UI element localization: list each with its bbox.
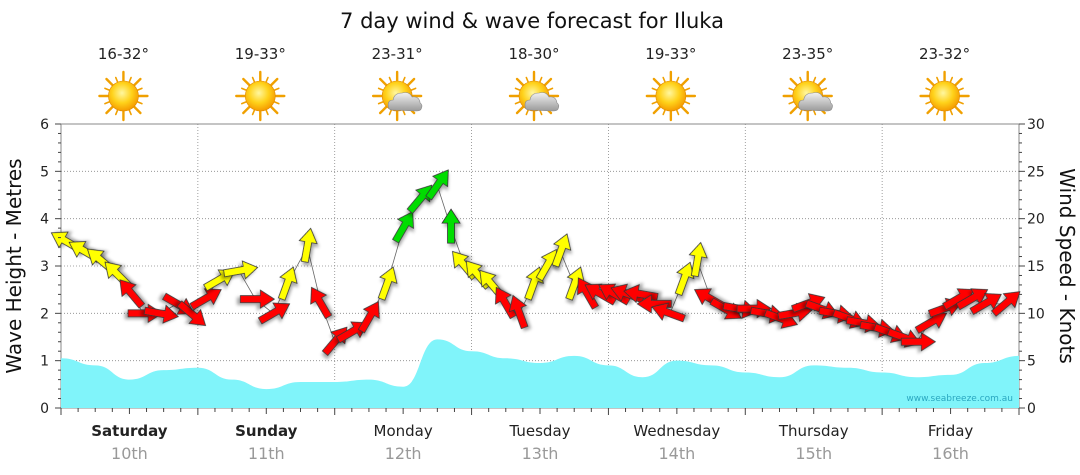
- wind-arrow: [119, 279, 146, 309]
- sun-icon: [98, 70, 149, 122]
- temperature-range: 19-33°: [645, 45, 696, 63]
- wind-arrow: [377, 266, 398, 301]
- wind-arrow: [189, 288, 222, 311]
- day-date-label: 15th: [795, 444, 832, 463]
- y-right-tick-label: 30: [1027, 117, 1045, 133]
- day-date-label: 10th: [111, 444, 148, 463]
- sun-cloud-icon: [782, 70, 833, 122]
- y-left-tick-label: 4: [40, 212, 49, 228]
- wind-arrow: [392, 211, 414, 244]
- day-date-label: 11th: [248, 444, 285, 463]
- wind-arrow: [310, 286, 333, 320]
- day-date-label: 14th: [658, 444, 695, 463]
- day-name-label: Sunday: [235, 422, 298, 440]
- weather-row: 16-32° 19-33° 23-31° 18-30° 19-33° 23-35° 23-3…: [98, 45, 970, 122]
- day-name-label: Friday: [928, 422, 974, 440]
- day-name-label: Tuesday: [508, 422, 570, 440]
- wind-arrow: [321, 326, 348, 357]
- y-right-tick-label: 10: [1027, 306, 1045, 322]
- wave-area: [61, 339, 1019, 408]
- day-name-label: Thursday: [778, 422, 849, 440]
- y-right-tick-label: 15: [1027, 259, 1045, 275]
- wind-arrow: [508, 294, 529, 330]
- y-left-tick-label: 0: [40, 401, 49, 417]
- day-date-label: 13th: [522, 444, 559, 463]
- wind-arrow: [357, 300, 380, 334]
- wind-arrow: [651, 302, 686, 323]
- wind-arrow: [425, 169, 449, 201]
- credit-text: www.seabreeze.com.au: [906, 394, 1013, 404]
- y-left-tick-label: 3: [40, 259, 49, 275]
- y-left-tick-label: 2: [40, 306, 49, 322]
- wind-arrow: [598, 283, 631, 306]
- wind-arrow: [900, 332, 937, 352]
- y-right-tick-label: 5: [1027, 354, 1036, 370]
- temperature-range: 18-30°: [508, 45, 559, 63]
- wind-arrow: [551, 233, 572, 268]
- day-name-label: Saturday: [91, 422, 168, 440]
- sun-icon: [235, 70, 286, 122]
- y-left-tick-label: 5: [40, 164, 49, 180]
- sun-icon: [645, 70, 697, 122]
- wind-arrow: [688, 241, 708, 278]
- day-date-label: 16th: [932, 444, 969, 463]
- chart-title: 7 day wind & wave forecast for Iluka: [340, 9, 724, 33]
- wind-arrows: [50, 169, 1021, 357]
- day-labels: Saturday 10th Sunday 11th Monday 12th Tuesday 1…: [91, 422, 973, 463]
- wind-arrow: [143, 304, 179, 324]
- day-date-label: 12th: [385, 444, 422, 463]
- grid-lines: [61, 124, 1019, 408]
- wind-arrow: [636, 294, 672, 314]
- y-right-tick-label: 0: [1027, 401, 1036, 417]
- day-name-label: Monday: [374, 422, 433, 440]
- wind-arrow: [441, 208, 461, 244]
- temperature-range: 16-32°: [98, 45, 149, 63]
- temperature-range: 19-33°: [235, 45, 286, 63]
- wind-arrow: [277, 266, 298, 301]
- y-axis-left-label: Wave Height - Metres: [2, 158, 26, 373]
- wind-arrow: [969, 293, 1002, 315]
- temperature-range: 23-35°: [782, 45, 833, 63]
- y-left-tick-label: 1: [40, 354, 49, 370]
- wind-arrow: [991, 291, 1021, 317]
- y-axis-right-label: Wind Speed - Knots: [1055, 168, 1079, 364]
- y-left-tick-label: 6: [40, 117, 49, 133]
- wind-speed-line: [67, 184, 1006, 343]
- temperature-range: 23-31°: [372, 45, 423, 63]
- wind-arrow: [223, 260, 259, 280]
- day-name-label: Wednesday: [633, 422, 720, 440]
- sun-icon: [919, 70, 970, 122]
- y-right-tick-label: 20: [1027, 212, 1045, 228]
- sun-cloud-icon: [508, 70, 560, 122]
- temperature-range: 23-32°: [919, 45, 970, 63]
- y-right-tick-label: 25: [1027, 164, 1045, 180]
- wind-arrow: [239, 289, 276, 309]
- wind-arrow: [298, 227, 318, 263]
- axes: 0 1 2 3 4 5 6 0 5 10 15 20 25 30: [40, 117, 1045, 417]
- wind-arrow: [257, 302, 291, 325]
- wind-arrow: [176, 300, 207, 327]
- wind-arrow: [406, 184, 433, 215]
- wave-height-area: [61, 339, 1019, 408]
- sun-cloud-icon: [371, 70, 423, 122]
- wind-arrow: [674, 261, 695, 297]
